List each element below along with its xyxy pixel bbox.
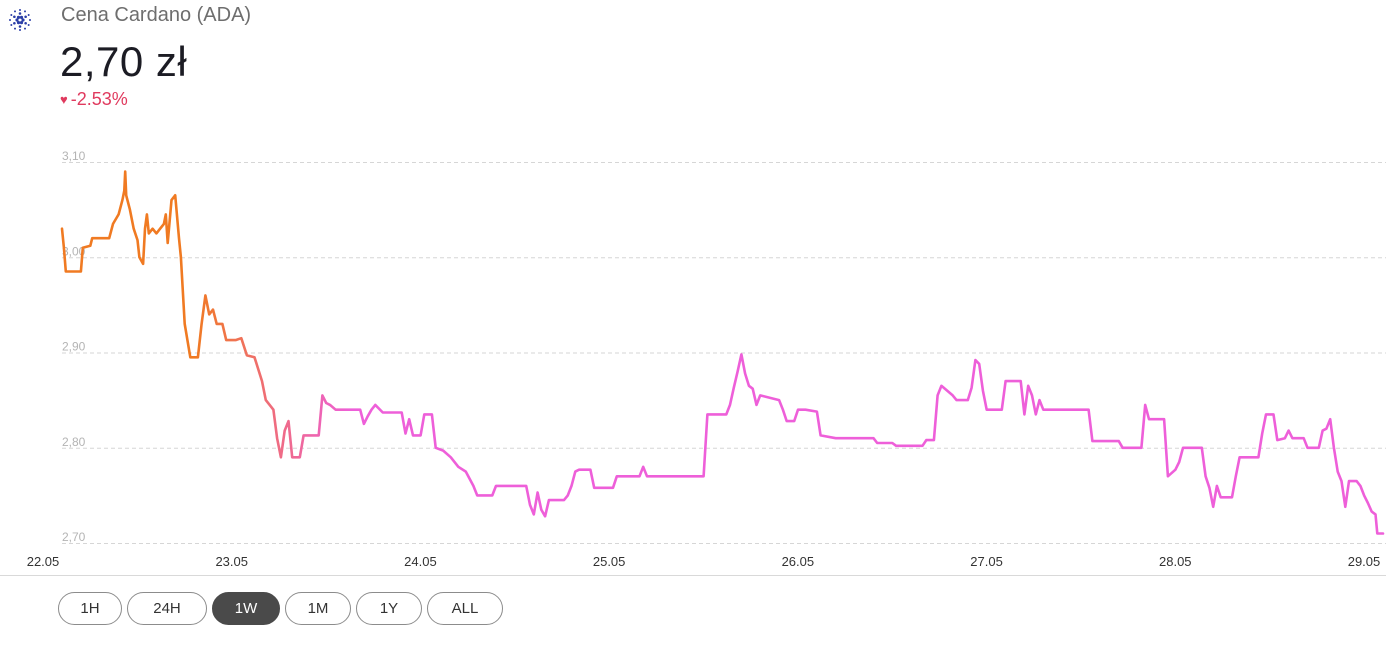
x-tick-label: 26.05 [782, 554, 815, 569]
heart-icon: ♥ [60, 92, 68, 107]
x-tick-label: 27.05 [970, 554, 1003, 569]
price-chart: 3,10 3,00 2,90 2,80 2,70 22.05 23.05 24.05 25.0… [0, 149, 1386, 576]
x-tick-label: 28.05 [1159, 554, 1192, 569]
range-button-1w[interactable]: 1W [212, 592, 280, 625]
range-button-all[interactable]: ALL [427, 592, 503, 625]
y-tick-label: 3,00 [62, 244, 86, 258]
page-title: Cena Cardano (ADA) [61, 4, 252, 26]
range-button-1m[interactable]: 1M [285, 592, 351, 625]
price-change-value: -2.53% [70, 89, 128, 109]
cardano-icon [8, 8, 32, 32]
current-price: 2,70 zł [60, 38, 188, 85]
x-tick-label: 23.05 [215, 554, 248, 569]
x-tick-label: 25.05 [593, 554, 626, 569]
y-tick-label: 3,10 [62, 149, 86, 163]
range-button-1h[interactable]: 1H [58, 592, 122, 625]
time-range-selector: 1H 24H 1W 1M 1Y ALL [58, 592, 503, 625]
x-tick-label: 22.05 [27, 554, 60, 569]
x-tick-label: 29.05 [1348, 554, 1381, 569]
y-tick-label: 2,70 [62, 530, 86, 544]
x-tick-label: 24.05 [404, 554, 437, 569]
range-button-24h[interactable]: 24H [127, 592, 207, 625]
y-tick-label: 2,90 [62, 340, 86, 354]
y-tick-label: 2,80 [62, 435, 86, 449]
price-change: ♥ -2.53% [60, 89, 128, 110]
range-button-1y[interactable]: 1Y [356, 592, 422, 625]
price-line [60, 170, 1385, 535]
